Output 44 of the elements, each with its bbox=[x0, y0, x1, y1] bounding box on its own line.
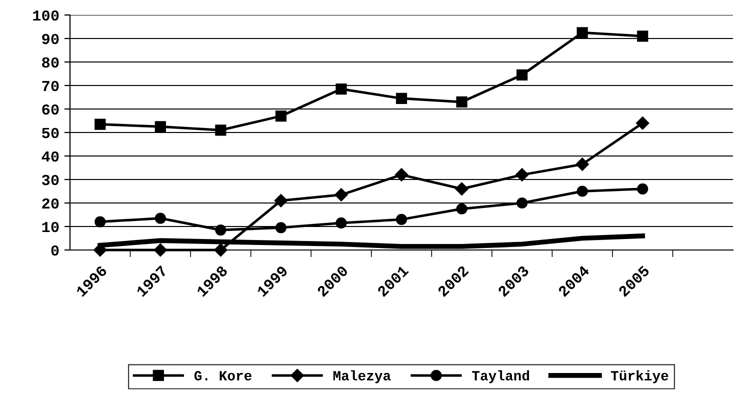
point bbox=[336, 217, 347, 229]
point bbox=[515, 168, 529, 182]
point bbox=[214, 243, 228, 257]
point bbox=[456, 96, 468, 108]
legend-label: Malezya bbox=[333, 370, 391, 384]
y-tick-label: 20 bbox=[42, 198, 59, 209]
point bbox=[154, 243, 167, 257]
point bbox=[516, 197, 528, 209]
point bbox=[516, 69, 528, 80]
y-tick-label: 50 bbox=[42, 128, 59, 138]
point bbox=[637, 30, 648, 42]
point bbox=[215, 224, 226, 236]
y-tick-label: 100 bbox=[33, 10, 59, 21]
y-tick-label: 70 bbox=[42, 80, 59, 92]
point bbox=[576, 27, 588, 38]
point bbox=[396, 214, 408, 226]
point bbox=[396, 92, 408, 104]
point bbox=[274, 194, 288, 208]
legend-label: G. Kore bbox=[194, 371, 252, 380]
point bbox=[275, 110, 287, 122]
point bbox=[576, 186, 588, 197]
point bbox=[275, 222, 287, 234]
point bbox=[154, 121, 166, 132]
y-tick-label: 30 bbox=[42, 174, 59, 186]
legend-label: Türkiye bbox=[610, 370, 668, 384]
y-tick-label: 60 bbox=[42, 104, 59, 115]
y-tick-label: 0 bbox=[51, 245, 59, 256]
y-tick-label: 80 bbox=[42, 57, 59, 68]
point bbox=[336, 83, 347, 95]
point bbox=[94, 216, 106, 228]
point bbox=[576, 158, 589, 171]
y-tick-label: 90 bbox=[42, 34, 59, 44]
point bbox=[154, 212, 166, 224]
y-tick-label: 40 bbox=[42, 151, 59, 162]
legend-label: Tayland bbox=[472, 370, 530, 384]
point bbox=[394, 168, 408, 182]
point bbox=[637, 183, 648, 194]
point bbox=[456, 203, 468, 214]
point bbox=[455, 182, 468, 196]
point bbox=[334, 188, 348, 202]
y-tick-label: 10 bbox=[42, 222, 59, 232]
point bbox=[636, 116, 650, 130]
point bbox=[215, 124, 226, 136]
point bbox=[94, 118, 106, 130]
